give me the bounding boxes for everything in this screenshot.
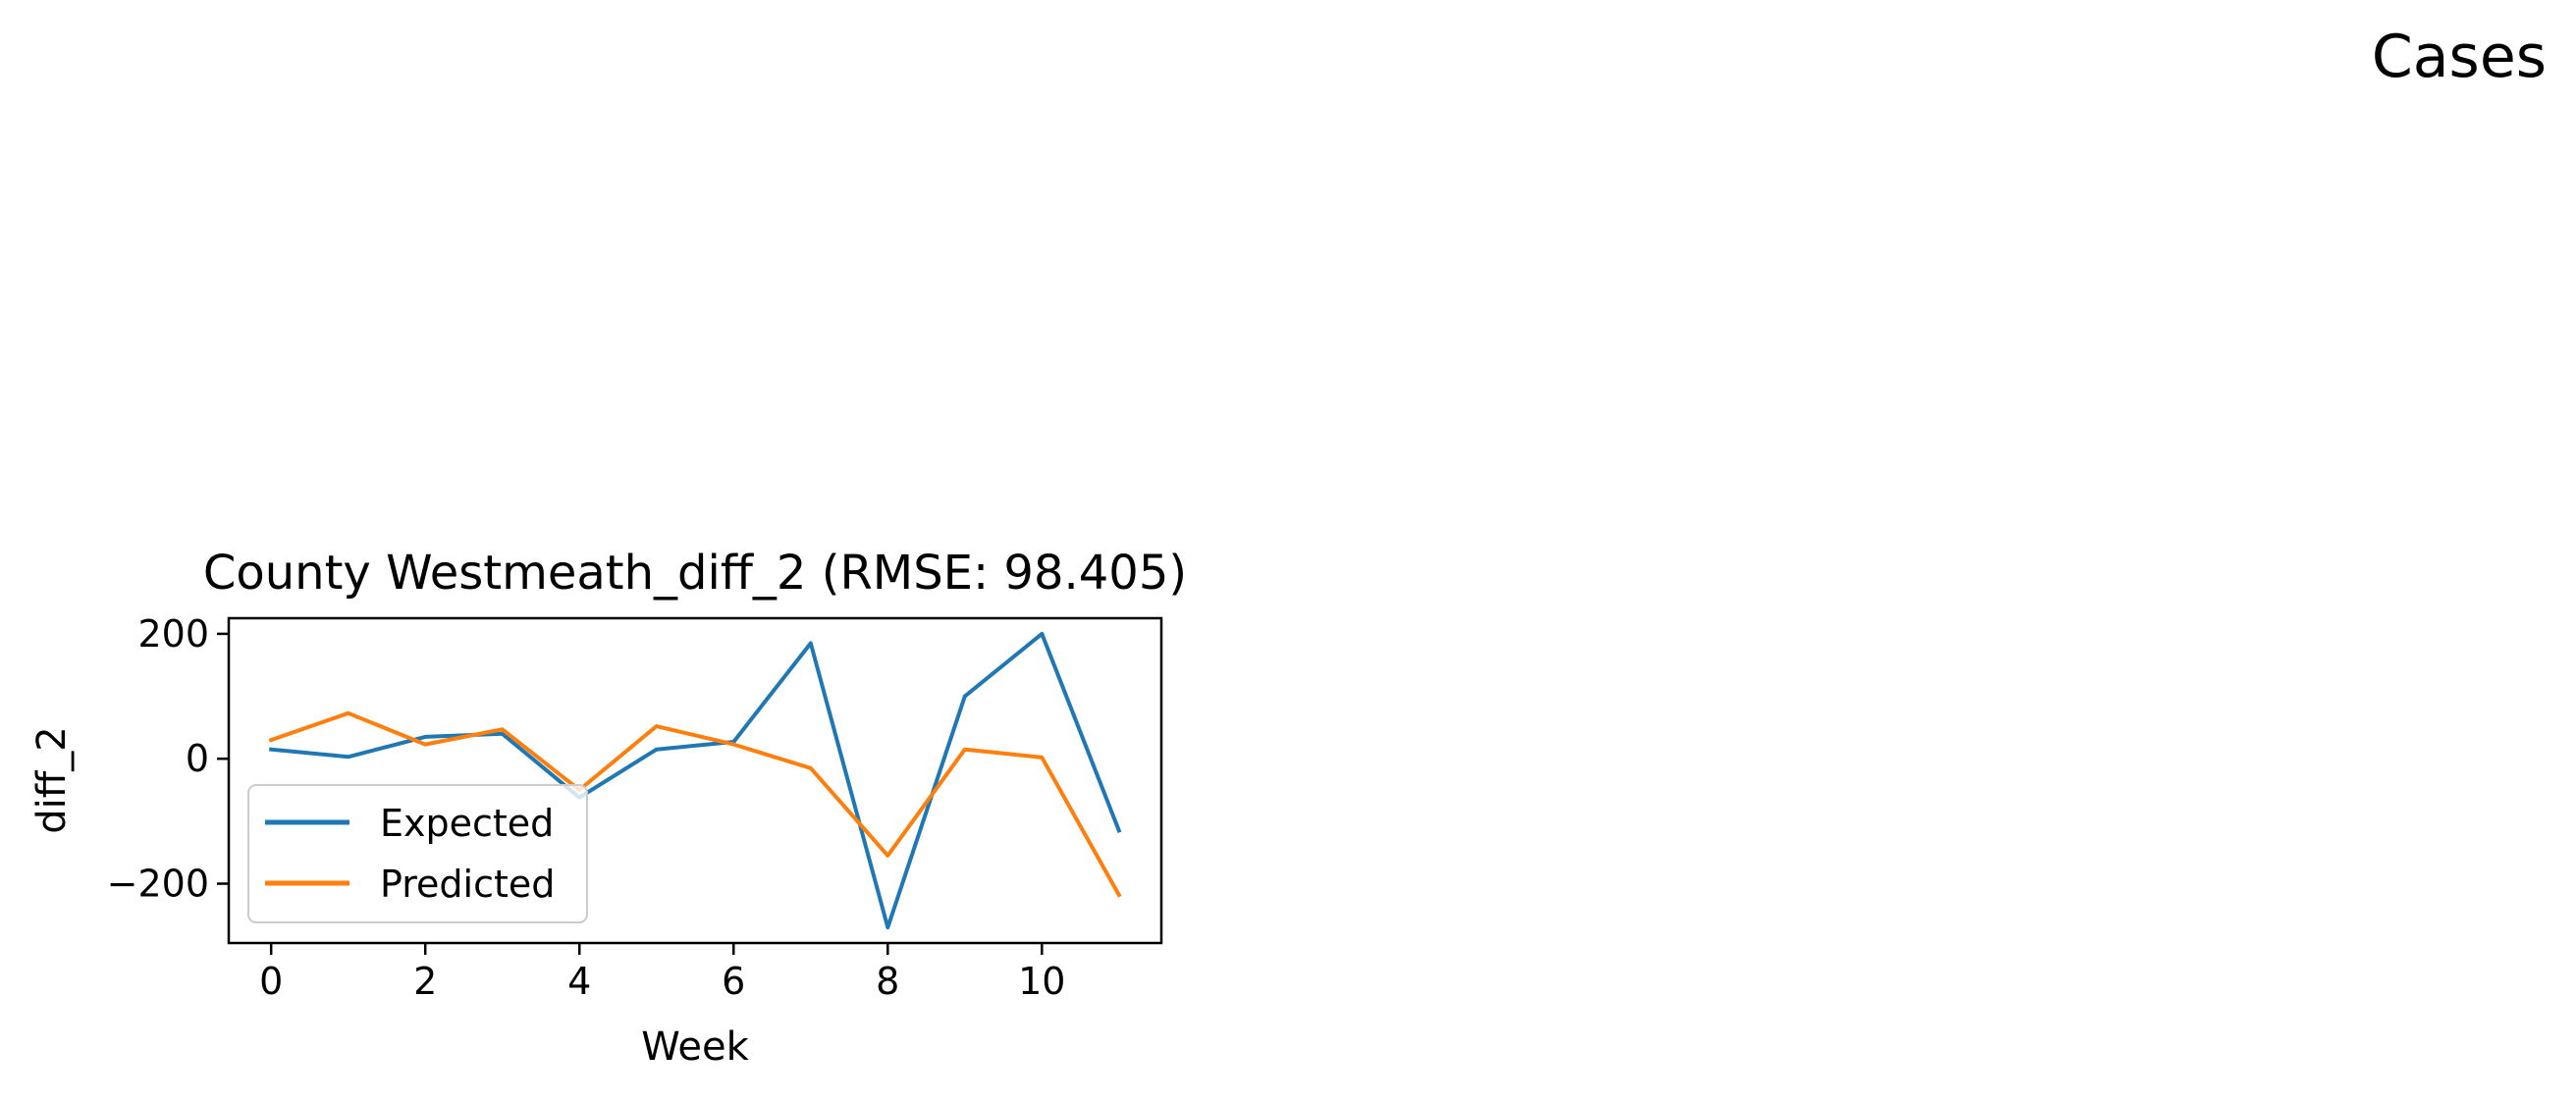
legend-label-predicted: Predicted — [380, 863, 555, 906]
x-tick-label: 0 — [259, 960, 283, 1003]
x-axis-ticks: 0 2 4 6 8 10 — [259, 943, 1065, 1003]
y-tick-label: 200 — [137, 612, 209, 655]
x-tick-label: 8 — [876, 960, 899, 1003]
legend-entries: Expected Predicted — [265, 802, 555, 906]
chart-title: County Westmeath_diff_2 (RMSE: 98.405) — [203, 546, 1187, 601]
y-axis-label: diff_2 — [29, 726, 75, 834]
y-axis-ticks: −200 0 200 — [107, 612, 229, 906]
legend-box — [247, 784, 588, 923]
x-tick-label: 4 — [567, 960, 591, 1003]
y-tick-label: 0 — [186, 737, 209, 780]
plot-area: 0 2 4 6 8 10 −200 0 200 — [107, 612, 1163, 1003]
figure-suptitle: Cases — [2372, 23, 2547, 91]
x-tick-label: 6 — [722, 960, 745, 1003]
x-tick-label: 10 — [1018, 960, 1065, 1003]
x-tick-label: 2 — [413, 960, 437, 1003]
series-layer — [268, 631, 1122, 930]
x-axis-label: Week — [641, 1024, 749, 1070]
series-line-predicted — [268, 710, 1122, 898]
legend-label-expected: Expected — [380, 802, 554, 845]
axes-frame — [227, 616, 1163, 945]
legend: Expected Predicted — [247, 784, 588, 923]
y-tick-label: −200 — [107, 863, 209, 906]
